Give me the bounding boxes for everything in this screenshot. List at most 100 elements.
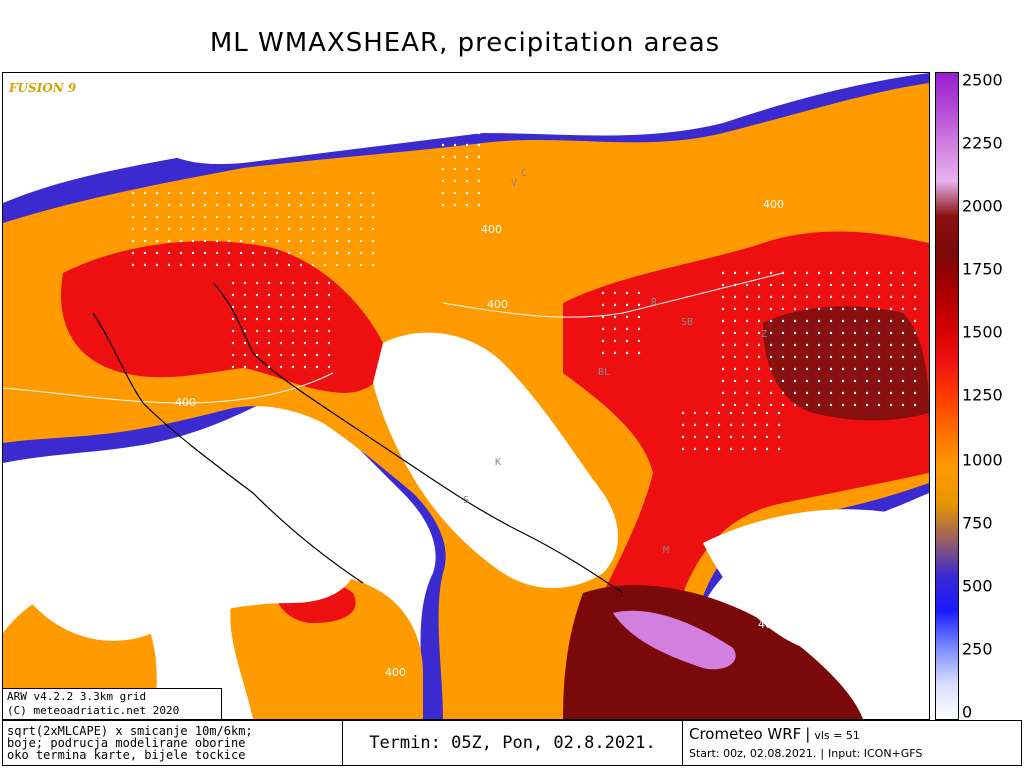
cape-dot bbox=[901, 343, 905, 347]
cape-dot bbox=[477, 203, 481, 207]
cape-dot bbox=[191, 203, 195, 207]
cape-dot bbox=[841, 367, 845, 371]
cape-dot bbox=[733, 295, 737, 299]
cape-dot bbox=[817, 403, 821, 407]
cape-dot bbox=[777, 435, 781, 439]
cape-dot bbox=[267, 353, 271, 357]
cape-dot bbox=[601, 351, 605, 355]
cape-dot bbox=[231, 353, 235, 357]
cape-dot bbox=[913, 283, 917, 287]
cape-dot bbox=[291, 329, 295, 333]
cape-dot bbox=[287, 227, 291, 231]
colorbar-tick: 2000 bbox=[962, 196, 1003, 216]
cape-dot bbox=[243, 353, 247, 357]
cape-dot bbox=[877, 295, 881, 299]
cape-dot bbox=[335, 215, 339, 219]
cape-dot bbox=[203, 215, 207, 219]
cape-dot bbox=[613, 351, 617, 355]
cape-dot bbox=[745, 355, 749, 359]
cape-dot bbox=[733, 403, 737, 407]
cape-dot bbox=[303, 365, 307, 369]
cape-dot bbox=[243, 329, 247, 333]
contour-label: 400 bbox=[481, 223, 502, 236]
run-start: Start: 00z, 02.08.2021. bbox=[689, 747, 817, 760]
map-canvas: 400 400 400 400 400 400 C V R SB Z BL K … bbox=[3, 73, 929, 719]
cape-dot bbox=[829, 319, 833, 323]
model-run-info: Crometeo WRF | vls = 51 Start: 00z, 02.08.… bbox=[689, 725, 923, 760]
cape-dot bbox=[323, 263, 327, 267]
cape-dot bbox=[263, 215, 267, 219]
cape-dot bbox=[853, 379, 857, 383]
cape-dot bbox=[637, 351, 641, 355]
cape-dot bbox=[853, 295, 857, 299]
cape-dot bbox=[745, 379, 749, 383]
cape-dot bbox=[477, 191, 481, 195]
cape-dot bbox=[263, 239, 267, 243]
cape-dot bbox=[817, 367, 821, 371]
cape-dot bbox=[291, 341, 295, 345]
cape-dot bbox=[793, 367, 797, 371]
cape-dot bbox=[255, 305, 259, 309]
cape-dot bbox=[877, 403, 881, 407]
dry-area-balkans bbox=[373, 332, 618, 588]
cape-dot bbox=[275, 227, 279, 231]
cape-dot bbox=[613, 339, 617, 343]
cape-dot bbox=[287, 215, 291, 219]
cape-dot bbox=[441, 167, 445, 171]
cape-dot bbox=[613, 327, 617, 331]
cape-dot bbox=[275, 251, 279, 255]
cape-dot bbox=[777, 411, 781, 415]
cape-dot bbox=[167, 227, 171, 231]
cape-dot bbox=[733, 271, 737, 275]
cape-dot bbox=[901, 283, 905, 287]
cape-dot bbox=[829, 379, 833, 383]
cape-dot bbox=[745, 283, 749, 287]
cape-dot bbox=[303, 317, 307, 321]
cape-dot bbox=[215, 227, 219, 231]
cape-dot bbox=[263, 251, 267, 255]
cape-dot bbox=[805, 319, 809, 323]
cape-dot bbox=[243, 293, 247, 297]
cape-dot bbox=[693, 423, 697, 427]
cape-dot bbox=[191, 239, 195, 243]
cape-dot bbox=[757, 295, 761, 299]
cape-dot bbox=[231, 365, 235, 369]
cape-dot bbox=[371, 263, 375, 267]
cape-dot bbox=[769, 319, 773, 323]
cape-dot bbox=[901, 295, 905, 299]
cape-dot bbox=[877, 367, 881, 371]
cape-dot bbox=[729, 411, 733, 415]
cape-dot bbox=[465, 155, 469, 159]
cape-dot bbox=[315, 341, 319, 345]
cape-dot bbox=[255, 353, 259, 357]
cape-dot bbox=[311, 239, 315, 243]
description-line: sqrt(2xMLCAPE) x smicanje 10m/6km; bbox=[7, 724, 253, 738]
cape-dot bbox=[877, 343, 881, 347]
cape-dot bbox=[721, 283, 725, 287]
cape-dot bbox=[901, 271, 905, 275]
cape-dot bbox=[239, 251, 243, 255]
cape-dot bbox=[877, 355, 881, 359]
cape-dot bbox=[243, 317, 247, 321]
cape-dot bbox=[805, 295, 809, 299]
cape-dot bbox=[681, 435, 685, 439]
cape-dot bbox=[215, 215, 219, 219]
cape-dot bbox=[625, 339, 629, 343]
cape-dot bbox=[877, 319, 881, 323]
cape-dot bbox=[781, 271, 785, 275]
cape-dot bbox=[155, 251, 159, 255]
colorbar-tick: 1000 bbox=[962, 450, 1003, 470]
cape-dot bbox=[131, 251, 135, 255]
cape-dot bbox=[227, 251, 231, 255]
cape-dot bbox=[155, 191, 159, 195]
cape-dot bbox=[191, 227, 195, 231]
cape-dot bbox=[299, 263, 303, 267]
cape-dot bbox=[693, 411, 697, 415]
description-line: boje; podrucja modelirane oborine bbox=[7, 736, 246, 750]
cape-dot bbox=[441, 131, 445, 135]
cape-dot bbox=[231, 329, 235, 333]
cape-dot bbox=[889, 319, 893, 323]
cape-dot bbox=[829, 307, 833, 311]
cape-dot bbox=[757, 331, 761, 335]
cape-dot bbox=[371, 227, 375, 231]
